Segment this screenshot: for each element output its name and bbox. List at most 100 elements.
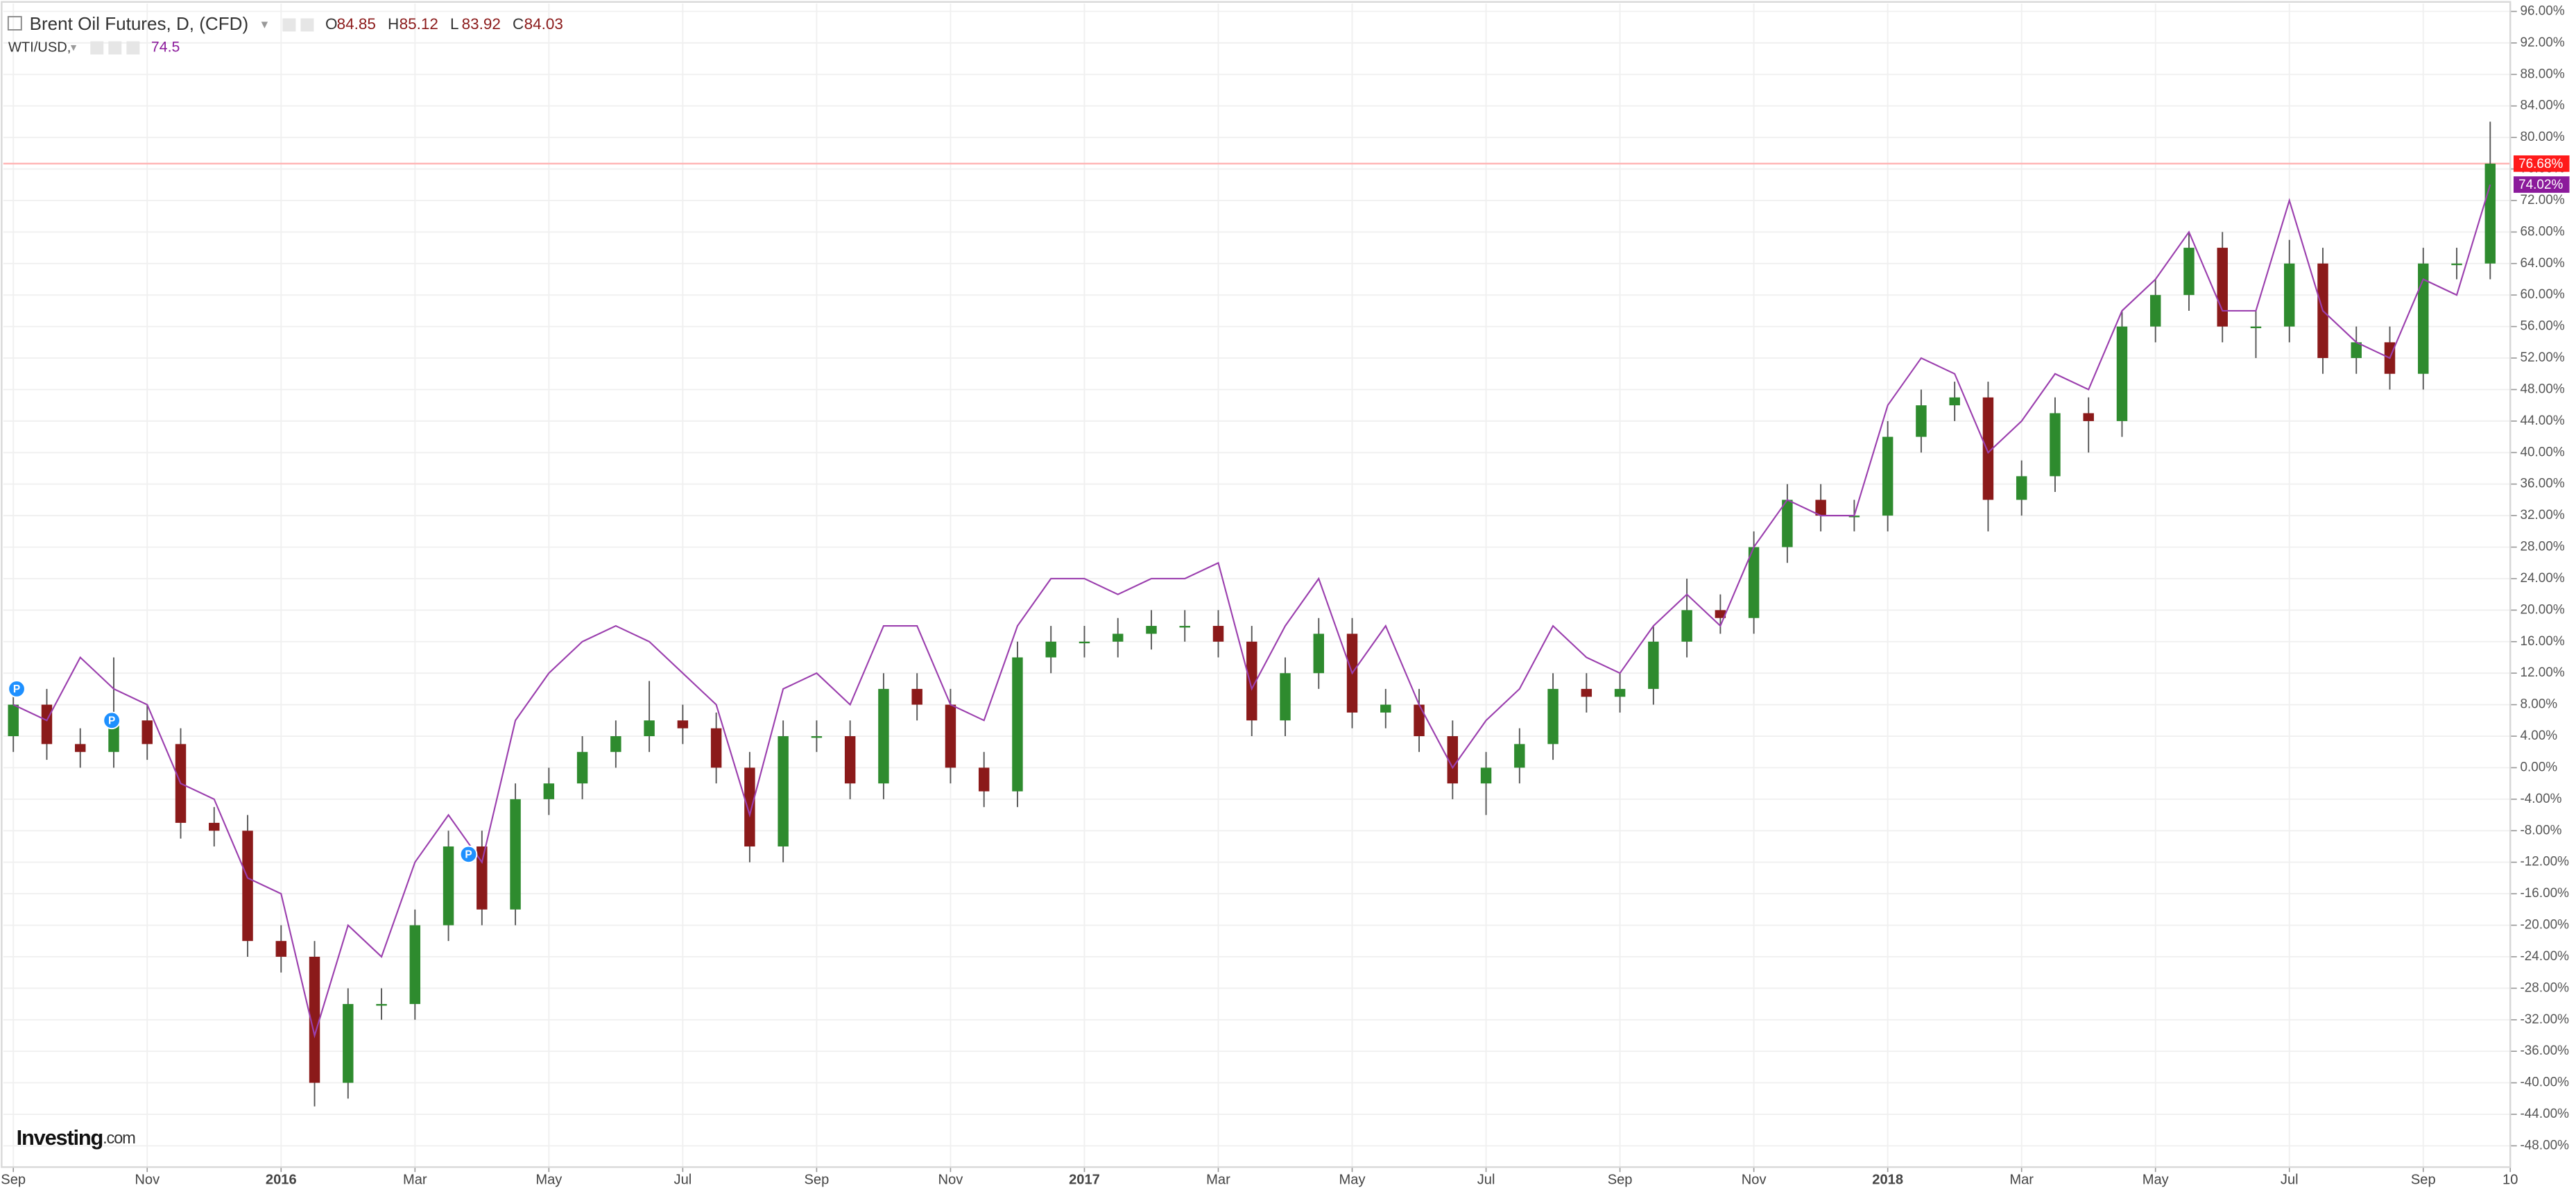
y-tick-label: -40.00% (2520, 1075, 2569, 1090)
x-tick-label: Mar (403, 1172, 427, 1187)
series-title: Brent Oil Futures, D, (CFD) (30, 13, 249, 34)
candle-body (1982, 397, 1994, 500)
collapse-icon[interactable] (7, 16, 22, 31)
candle-body (911, 688, 922, 705)
marks: P P P (3, 121, 2511, 1107)
candle-body (1045, 641, 1056, 658)
candle-body (710, 728, 722, 768)
ohlc-key: O (325, 15, 338, 33)
candle-body (878, 688, 889, 784)
x-tick-label: Nov (938, 1172, 963, 1187)
candle-body (275, 941, 286, 957)
x-tick-label: Jul (674, 1172, 692, 1187)
candle-body (1146, 626, 1157, 634)
candle-body (1648, 641, 1659, 689)
x-tick-label: May (2143, 1172, 2170, 1187)
candle-body (945, 704, 956, 768)
hide-icon[interactable] (300, 18, 314, 32)
y-tick-label: 0.00% (2520, 760, 2557, 774)
y-tick-label: 96.00% (2520, 3, 2564, 18)
candle-body (2418, 263, 2429, 374)
candle-body (2183, 248, 2195, 296)
candle-body (610, 736, 621, 752)
y-tick-label: -16.00% (2520, 886, 2569, 901)
candle-body (2116, 326, 2128, 421)
ohlc-key: L (450, 15, 459, 33)
dropdown-caret[interactable]: ▾ (261, 17, 268, 32)
settings-icon[interactable] (282, 18, 296, 32)
y-tick-label: -12.00% (2520, 855, 2569, 869)
x-tick-label: 2018 (1872, 1172, 1903, 1187)
y-tick-label: 64.00% (2520, 256, 2564, 271)
candle-body (2083, 413, 2094, 421)
x-tick-label: Mar (2009, 1172, 2034, 1187)
candle-body (1614, 688, 1626, 697)
candle-body (978, 767, 990, 792)
x-tick-label: Jul (2281, 1172, 2299, 1187)
candle-body (1480, 767, 1492, 784)
x-tick-label: 2016 (266, 1172, 297, 1187)
ohlc-value: 84.85 (337, 15, 376, 33)
candle-body (576, 751, 588, 784)
candle-body (1715, 610, 1726, 618)
candle-body (242, 831, 253, 942)
candle-body (2451, 263, 2462, 266)
y-tick-label: -44.00% (2520, 1107, 2569, 1121)
y-tick-label: -24.00% (2520, 949, 2569, 964)
x-tick-label: Sep (1, 1172, 26, 1187)
y-tick-label: 8.00% (2520, 697, 2557, 712)
y-tick-label: -36.00% (2520, 1044, 2569, 1058)
candle-body (476, 846, 488, 910)
y-tick-label: 92.00% (2520, 35, 2564, 50)
hide-icon[interactable] (108, 41, 122, 55)
candle-body (376, 1004, 387, 1006)
candle-body (1782, 500, 1793, 547)
x-tick-label: 10 (2502, 1172, 2518, 1187)
y-tick-label: 68.00% (2520, 224, 2564, 239)
candle-body (1581, 688, 1592, 697)
candle-body (1113, 633, 1124, 642)
candle-body (1179, 626, 1190, 628)
candle-body (1815, 500, 1826, 516)
candle-body (1246, 641, 1257, 721)
x-tick-label: May (1339, 1172, 1366, 1187)
candle-body (1313, 633, 1324, 674)
y-tick-label: 84.00% (2520, 99, 2564, 113)
candle-body (1514, 744, 1525, 768)
x-tick-label: 2017 (1069, 1172, 1100, 1187)
x-tick-label: Jul (1477, 1172, 1495, 1187)
price-tag (2513, 155, 2570, 172)
price-tag-label: 76.68% (2518, 157, 2563, 171)
candle-body (2217, 248, 2228, 327)
plot-frame (1, 1, 2511, 1168)
candle-body (75, 744, 86, 752)
y-tick-label: 12.00% (2520, 665, 2564, 680)
y-tick-label: -28.00% (2520, 980, 2569, 995)
candle-body (2250, 326, 2262, 328)
candle-body (2150, 295, 2161, 327)
candle-body (1882, 436, 1894, 516)
candle-body (1916, 405, 1927, 437)
candle-body (2284, 263, 2295, 327)
x-tick-label: Nov (135, 1172, 160, 1187)
y-tick-label: 36.00% (2520, 477, 2564, 491)
candle-body (1079, 641, 1090, 644)
settings-icon[interactable] (90, 41, 104, 55)
candle-body (409, 925, 421, 1005)
y-tick-label: 24.00% (2520, 571, 2564, 586)
candle-body (1748, 547, 1760, 618)
ohlc-legend: O 84.85 H 85.12 L 83.92 C 84.03 (325, 15, 563, 33)
wti-title: WTI/USD, (8, 40, 71, 55)
y-tick-label: 48.00% (2520, 382, 2564, 396)
event-marker (8, 680, 26, 698)
y-tick-label: 4.00% (2520, 729, 2557, 743)
candle-body (2351, 342, 2362, 359)
close-icon[interactable] (126, 41, 140, 55)
ohlc-value: 85.12 (400, 15, 438, 33)
candle-body (677, 720, 689, 729)
x-tick-label: Nov (1742, 1172, 1767, 1187)
dropdown-caret[interactable]: ▾ (71, 40, 77, 53)
